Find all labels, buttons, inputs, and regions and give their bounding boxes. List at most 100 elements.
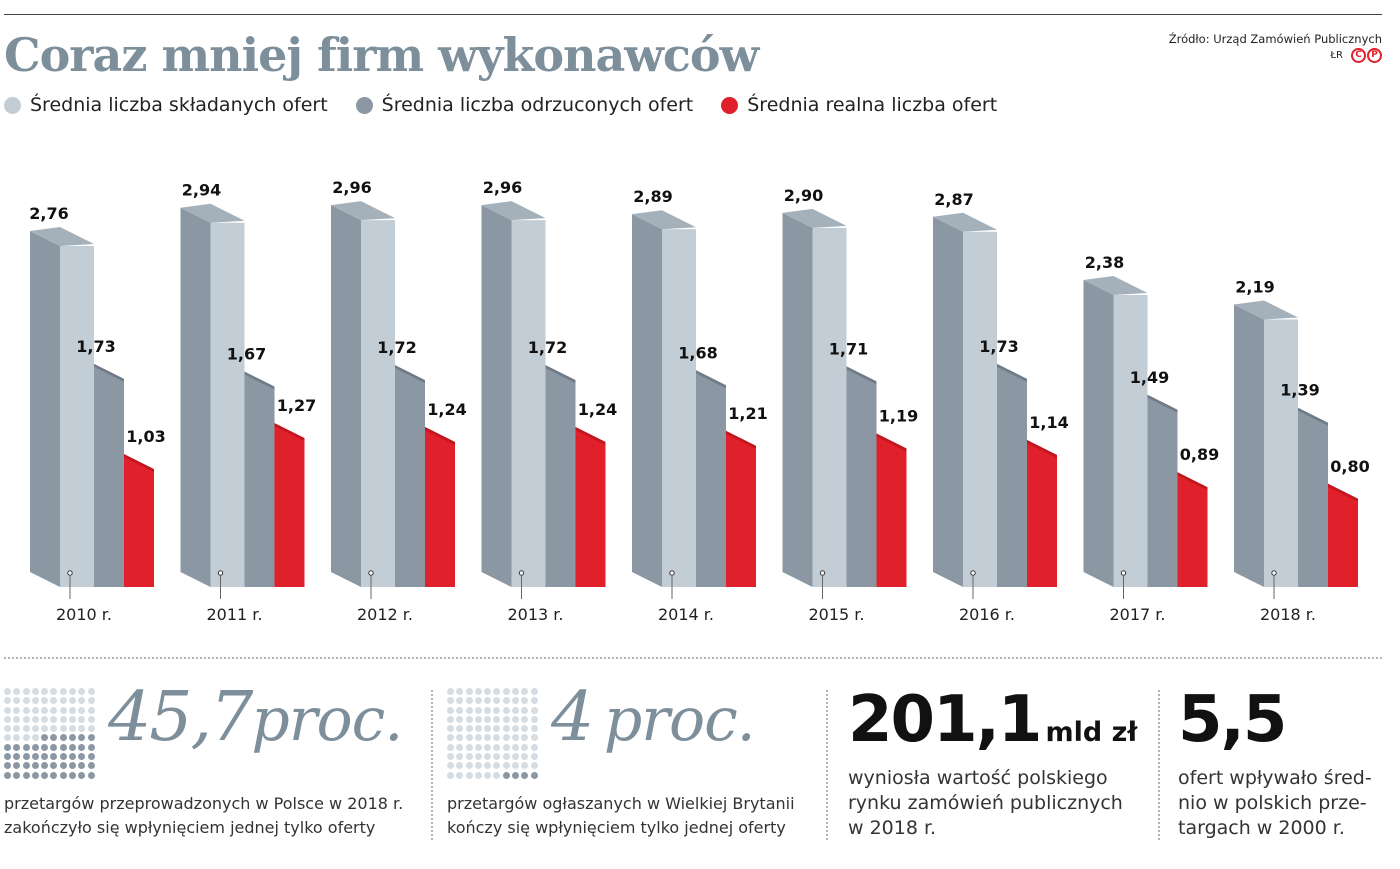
grid-dot <box>447 715 454 723</box>
grid-dot <box>456 734 464 742</box>
grid-dot <box>69 706 77 714</box>
data-label-real: 1,24 <box>578 400 617 419</box>
grid-dot <box>530 743 538 751</box>
grid-dot <box>4 743 11 751</box>
data-label-submitted: 2,76 <box>29 204 68 223</box>
bar-rejected <box>94 363 124 587</box>
grid-dot <box>512 771 520 779</box>
bar-top-rejected <box>94 363 124 382</box>
grid-dot <box>87 734 95 742</box>
bar-top-real <box>1328 483 1358 502</box>
bar-side-submitted <box>481 205 512 587</box>
data-label-real: 0,80 <box>1330 457 1369 476</box>
grid-dot <box>69 725 77 733</box>
grid-dot <box>512 734 520 742</box>
grid-dot <box>31 697 39 705</box>
grid-dot <box>13 725 21 733</box>
bar-side-submitted <box>933 216 963 587</box>
grid-dot <box>474 762 482 770</box>
grid-dot <box>512 706 520 714</box>
grid-dot <box>465 734 473 742</box>
stat-value-uk: 4 proc. <box>551 684 756 752</box>
grid-dot <box>474 734 482 742</box>
data-label-rejected: 1,71 <box>829 339 868 358</box>
grid-dot <box>530 715 538 723</box>
grid-dot <box>41 771 49 779</box>
grid-dot <box>465 725 473 733</box>
grid-dot <box>512 715 520 723</box>
grid-dot <box>521 697 529 705</box>
bar-top-real <box>274 423 305 442</box>
bar-real <box>425 427 455 587</box>
category-label: 2015 r. <box>809 605 865 624</box>
grid-dot <box>456 688 464 695</box>
grid-dot <box>13 762 21 770</box>
grid-dot <box>493 734 501 742</box>
category-label: 2011 r. <box>207 605 263 624</box>
base-marker-icon <box>669 570 675 576</box>
bar-top-real <box>124 454 154 473</box>
grid-dot <box>69 743 77 751</box>
grid-dot <box>447 725 454 733</box>
data-label-submitted: 2,19 <box>1235 277 1274 296</box>
grid-dot <box>493 743 501 751</box>
chart-title: Coraz mniej firm wykonawców <box>4 28 759 82</box>
grid-dot <box>87 688 95 695</box>
logo-c-glyph: C <box>1351 48 1366 63</box>
grid-dot <box>474 771 482 779</box>
grid-dot <box>13 715 21 723</box>
data-label-submitted: 2,89 <box>633 187 672 206</box>
stat-desc-uk: przetargów ogłaszanych w Wielkiej Brytan… <box>447 792 795 840</box>
grid-dot <box>69 715 77 723</box>
grid-dot <box>22 734 30 742</box>
grid-dot <box>50 715 58 723</box>
stat-desc-market-line3: w 2018 r. <box>848 817 937 839</box>
grid-dot <box>87 743 95 751</box>
grid-dot <box>447 706 454 714</box>
grid-dot <box>13 706 21 714</box>
grid-dot <box>521 688 529 695</box>
grid-dot <box>41 725 49 733</box>
grid-dot <box>4 753 11 761</box>
stat-number-uk: 4 <box>551 678 594 757</box>
data-label-real: 1,24 <box>427 400 466 419</box>
grid-dot <box>59 697 67 705</box>
grid-dot <box>50 725 58 733</box>
grid-dot <box>4 715 11 723</box>
legend-dot-real-icon <box>721 96 739 114</box>
grid-dot <box>78 697 86 705</box>
grid-dot <box>87 697 95 705</box>
base-marker-icon <box>970 570 976 576</box>
top-rule <box>4 14 1382 15</box>
bar-submitted <box>210 222 245 587</box>
grid-dot <box>512 762 520 770</box>
grid-dot <box>493 697 501 705</box>
grid-dot <box>59 715 67 723</box>
bar-top-submitted <box>782 208 847 228</box>
category-label: 2016 r. <box>959 605 1015 624</box>
stat-block-market: 201,1 mld zł wyniosła wartość polskiego … <box>848 688 1148 841</box>
bar-top-rejected <box>696 370 726 389</box>
grid-dot <box>78 753 86 761</box>
bar-top-real <box>425 427 455 446</box>
grid-dot <box>69 688 77 695</box>
stat-block-poland: 45,7proc. przetargów przeprowadzonych w … <box>4 684 424 837</box>
grid-dot <box>59 688 67 695</box>
grid-dot <box>456 725 464 733</box>
bar-top-rejected <box>395 365 425 384</box>
grid-dot <box>530 771 538 779</box>
stat-desc-uk-line2: kończy się wpłynięciem tylko jednej ofer… <box>447 818 786 837</box>
data-label-submitted: 2,94 <box>182 181 221 200</box>
grid-dot <box>447 753 454 761</box>
grid-dot <box>22 706 30 714</box>
grid-dot <box>31 725 39 733</box>
data-label-real: 1,14 <box>1029 413 1068 432</box>
bar-submitted <box>60 245 94 587</box>
data-label-submitted: 2,38 <box>1085 253 1124 272</box>
grid-dot <box>50 771 58 779</box>
legend-item-real: Średnia realna liczba ofert <box>721 94 997 116</box>
bar-chart: 2,76 1,73 1,03 2010 r. 2,94 1,67 1,27 2011 r. 2,… <box>29 178 1369 624</box>
bar-side-submitted <box>632 214 662 587</box>
grid-dot <box>493 753 501 761</box>
grid-dot <box>493 725 501 733</box>
